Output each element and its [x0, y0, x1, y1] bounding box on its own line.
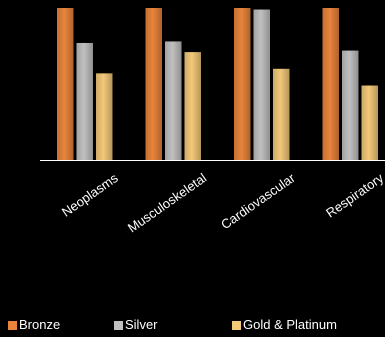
bar-respiratory-gold-platinum — [361, 85, 378, 160]
bar-neoplasms-silver — [76, 42, 93, 160]
legend-label-silver: Silver — [125, 317, 158, 332]
bar-musculoskeletal-gold-platinum — [184, 52, 201, 160]
x-tick-label-neoplasms: Neoplasms — [59, 170, 121, 220]
legend-item-bronze: Bronze — [8, 317, 60, 333]
x-tick-label-musculoskeletal: Musculoskeletal — [125, 170, 209, 235]
bar-respiratory-silver — [342, 50, 359, 161]
x-tick-labels: Neoplasms Musculoskeletal Cardiovascular Re… — [59, 170, 385, 236]
legend-swatch-gold-platinum — [232, 320, 241, 330]
x-tick-label-respiratory: Respiratory — [323, 170, 385, 221]
bar-respiratory-bronze — [322, 8, 339, 160]
bar-cardiovascular-gold-platinum — [273, 68, 290, 160]
bar-neoplasms-bronze — [57, 8, 74, 160]
legend: Bronze Silver Gold & Platinum — [8, 317, 385, 333]
legend-item-silver: Silver — [114, 317, 158, 333]
legend-swatch-silver — [114, 320, 123, 330]
bars-group — [57, 8, 378, 161]
legend-swatch-bronze — [8, 320, 17, 330]
bar-cardiovascular-silver — [253, 9, 270, 160]
legend-label-bronze: Bronze — [19, 317, 61, 332]
bar-musculoskeletal-bronze — [145, 8, 162, 160]
legend-label-gold-platinum: Gold & Platinum — [243, 317, 337, 332]
x-tick-label-cardiovascular: Cardiovascular — [218, 170, 298, 232]
legend-item-gold-platinum: Gold & Platinum — [232, 317, 337, 333]
bar-cardiovascular-bronze — [234, 8, 251, 160]
bar-neoplasms-gold-platinum — [96, 73, 113, 160]
bar-musculoskeletal-silver — [165, 41, 182, 160]
